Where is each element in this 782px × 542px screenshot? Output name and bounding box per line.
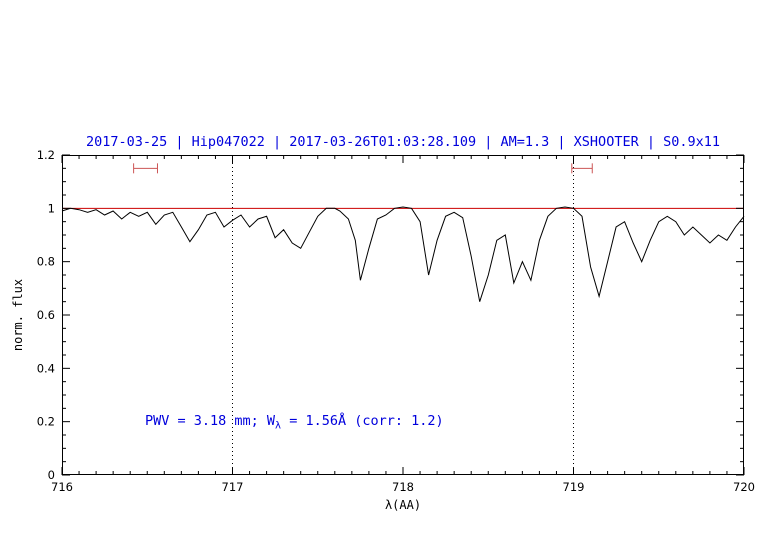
x-tick-label: 717 bbox=[222, 480, 244, 494]
y-tick-label: 0.4 bbox=[37, 361, 55, 375]
y-tick-label: 0.2 bbox=[37, 415, 55, 429]
x-axis-label: λ(AA) bbox=[384, 498, 422, 512]
plot-title: 2017-03-25 | Hip047022 | 2017-03-26T01:0… bbox=[86, 134, 720, 150]
x-tick-label: 720 bbox=[733, 480, 755, 494]
pwv-annotation-subscript: λ bbox=[275, 420, 282, 432]
y-tick-label: 0.6 bbox=[37, 308, 55, 322]
x-tick-label: 716 bbox=[51, 480, 73, 494]
x-tick-label: 719 bbox=[563, 480, 585, 494]
x-tick-label: 718 bbox=[392, 480, 414, 494]
y-axis-label: norm. flux bbox=[11, 278, 25, 352]
y-tick-label: 1 bbox=[48, 201, 55, 215]
y-tick-label: 0.8 bbox=[37, 255, 55, 269]
pwv-annotation-suffix: = 1.56Å (corr: 1.2) bbox=[281, 413, 444, 429]
plot-border bbox=[62, 155, 744, 475]
y-tick-label: 0 bbox=[48, 468, 55, 482]
pwv-annotation-prefix: PWV = 3.18 mm; W bbox=[145, 413, 276, 429]
y-tick-label: 1.2 bbox=[37, 148, 55, 162]
spectrum-line bbox=[61, 206, 745, 302]
pwv-annotation: PWV = 3.18 mm; Wλ = 1.56Å (corr: 1.2) bbox=[145, 413, 444, 432]
